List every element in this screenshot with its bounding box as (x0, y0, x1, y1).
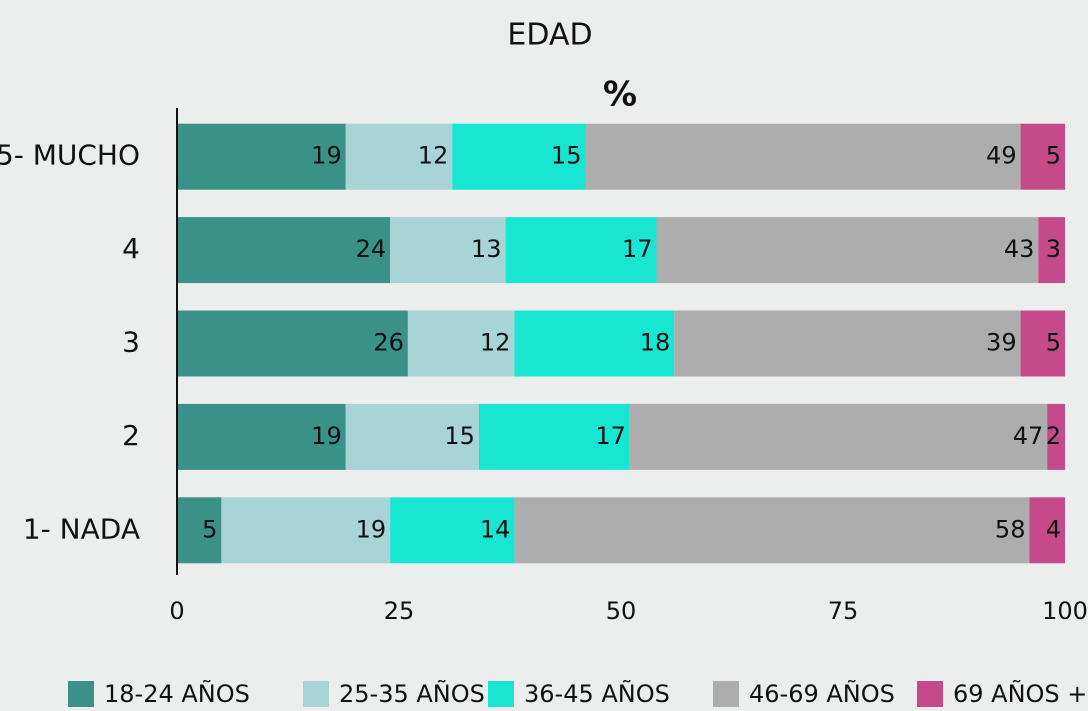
value-label: 13 (471, 235, 502, 263)
bar-segment (177, 403, 346, 470)
value-label: 19 (311, 142, 342, 170)
bar-segment (1038, 217, 1065, 284)
value-label: 19 (356, 515, 387, 543)
legend-swatch (917, 681, 943, 707)
value-label: 26 (373, 329, 404, 357)
chart-subtitle: % (603, 75, 637, 115)
legend-label: 46-69 AÑOS (749, 678, 895, 708)
bar-segment (1029, 497, 1065, 564)
bar-segment (345, 123, 453, 190)
bar-segment (1047, 403, 1065, 470)
bar-segment (345, 403, 479, 470)
x-tick-label: 100 (1042, 597, 1088, 625)
value-label: 3 (1046, 235, 1061, 263)
y-tick-label: 1- NADA (23, 512, 140, 545)
x-tick-label: 25 (384, 597, 415, 625)
value-label: 5 (1046, 329, 1061, 357)
y-tick-label: 2 (122, 419, 140, 452)
legend-swatch (488, 681, 514, 707)
x-tick-label: 50 (606, 597, 637, 625)
y-tick-label: 5- MUCHO (0, 139, 140, 172)
value-label: 49 (986, 142, 1017, 170)
value-label: 47 (1013, 422, 1044, 450)
value-label: 2 (1046, 422, 1061, 450)
bar-segment (221, 497, 391, 564)
y-tick-label: 4 (122, 232, 140, 265)
bar-segment (390, 497, 515, 564)
bar-segment (505, 217, 657, 284)
value-label: 14 (480, 515, 511, 543)
value-label: 18 (640, 329, 671, 357)
bar-segment (177, 497, 222, 564)
y-tick-label: 3 (122, 326, 140, 359)
legend-label: 18-24 AÑOS (104, 678, 250, 708)
value-label: 58 (995, 515, 1026, 543)
value-label: 15 (551, 142, 582, 170)
bar-segment (514, 497, 1030, 564)
bar-segment (177, 123, 346, 190)
bar-segment (478, 403, 630, 470)
value-label: 43 (1004, 235, 1035, 263)
value-label: 19 (311, 422, 342, 450)
value-label: 12 (418, 142, 449, 170)
legend-label: 36-45 AÑOS (524, 678, 670, 708)
bar-segment (177, 310, 408, 377)
legend-label: 25-35 AÑOS (339, 678, 485, 708)
value-label: 17 (595, 422, 626, 450)
bar-segment (674, 310, 1021, 377)
value-label: 17 (622, 235, 653, 263)
chart-title: EDAD (507, 18, 592, 53)
bar-segment (585, 123, 1021, 190)
bar-segment (390, 217, 506, 284)
bar-segment (177, 217, 391, 284)
bar-segment (1020, 310, 1065, 377)
legend-swatch (68, 681, 94, 707)
legend-swatch (303, 681, 329, 707)
bar-segment (514, 310, 675, 377)
bar-segment (1020, 123, 1065, 190)
value-label: 24 (356, 235, 387, 263)
bar-segment (407, 310, 515, 377)
bar-segment (629, 403, 1048, 470)
value-label: 5 (1046, 142, 1061, 170)
legend-label: 69 AÑOS + (953, 678, 1087, 708)
legend-swatch (713, 681, 739, 707)
x-tick-label: 75 (828, 597, 859, 625)
bar-segment (656, 217, 1039, 284)
bar-segment (452, 123, 586, 190)
value-label: 15 (444, 422, 475, 450)
value-label: 12 (480, 329, 511, 357)
x-tick-label: 0 (169, 597, 184, 625)
value-label: 39 (986, 329, 1017, 357)
value-label: 5 (202, 515, 217, 543)
value-label: 4 (1046, 515, 1061, 543)
